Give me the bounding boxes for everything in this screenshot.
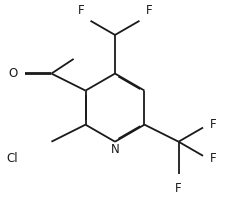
Text: O: O <box>9 67 18 80</box>
Text: F: F <box>77 4 84 17</box>
Text: F: F <box>209 118 215 131</box>
Text: F: F <box>209 152 215 165</box>
Text: Cl: Cl <box>6 152 18 165</box>
Text: F: F <box>174 182 181 195</box>
Text: N: N <box>110 143 119 156</box>
Text: F: F <box>145 4 152 17</box>
